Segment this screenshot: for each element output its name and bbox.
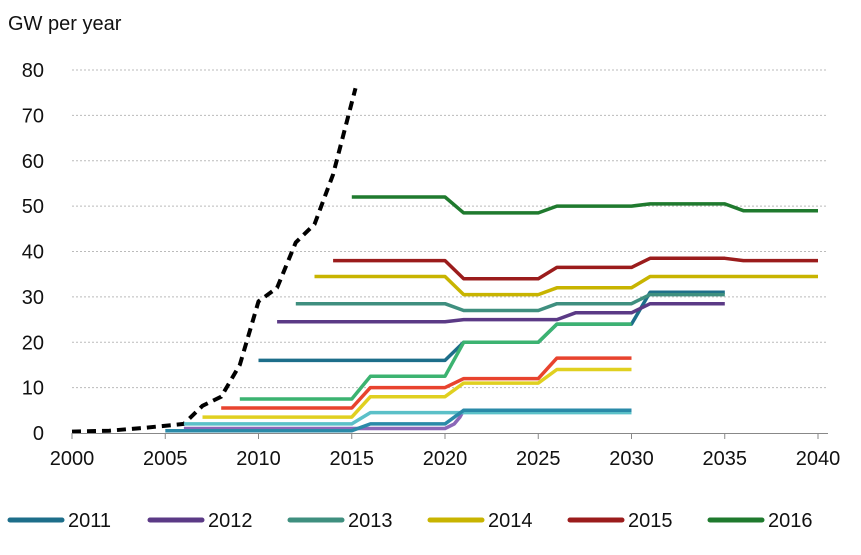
- gridlines: [72, 69, 828, 389]
- series-lines: [71, 87, 818, 434]
- x-tick-label: 2035: [703, 448, 748, 470]
- series-line: [202, 367, 632, 419]
- legend-label: 2015: [628, 510, 673, 532]
- x-axis-ticks: 2000 2005 2010 2015 2020 2025 2030 2035 2040: [50, 433, 841, 470]
- series-line-2015: [333, 256, 818, 281]
- y-axis-ticks: 0 10 20 30 40 50 60 70 80: [22, 60, 44, 445]
- x-tick-label: 2000: [50, 448, 95, 470]
- legend-label: 2013: [348, 510, 393, 532]
- series-line: [183, 410, 632, 426]
- y-tick-label: 80: [22, 60, 44, 82]
- legend-label: 2014: [488, 510, 533, 532]
- series-line: [239, 322, 632, 401]
- y-axis-unit-label: GW per year: [8, 13, 122, 35]
- series-line-2013: [295, 292, 725, 313]
- legend-label: 2011: [68, 510, 111, 532]
- series-line-2016: [351, 195, 818, 215]
- series-line: [221, 356, 632, 410]
- y-tick-label: 10: [22, 378, 44, 400]
- x-tick-label: 2010: [236, 448, 281, 470]
- legend-label: 2016: [768, 510, 813, 532]
- y-tick-label: 30: [22, 287, 44, 309]
- x-tick-label: 2015: [330, 448, 375, 470]
- y-tick-label: 50: [22, 196, 44, 218]
- x-tick-label: 2020: [423, 448, 468, 470]
- x-tick-label: 2040: [796, 448, 841, 470]
- history-dashed-line: [71, 87, 358, 434]
- series-line: [165, 408, 632, 433]
- y-tick-label: 70: [22, 105, 44, 127]
- legend: 2011 2012 2013 2014 2015 2016: [7, 510, 813, 532]
- y-tick-label: 60: [22, 151, 44, 173]
- x-tick-label: 2005: [143, 448, 188, 470]
- x-tick-label: 2030: [609, 448, 654, 470]
- y-tick-label: 40: [22, 242, 44, 264]
- legend-label: 2012: [208, 510, 253, 532]
- series-line-2012: [277, 301, 725, 324]
- y-tick-label: 0: [33, 423, 44, 445]
- x-tick-label: 2025: [516, 448, 561, 470]
- series-line-2014: [314, 274, 818, 297]
- y-tick-label: 20: [22, 332, 44, 354]
